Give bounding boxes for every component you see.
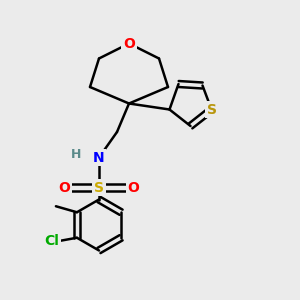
Text: S: S: [206, 103, 217, 116]
Text: S: S: [94, 181, 104, 194]
Text: H: H: [71, 148, 82, 161]
Text: N: N: [93, 151, 105, 164]
Text: O: O: [123, 37, 135, 50]
Text: O: O: [128, 181, 140, 194]
Text: O: O: [58, 181, 70, 194]
Text: Cl: Cl: [44, 234, 59, 248]
